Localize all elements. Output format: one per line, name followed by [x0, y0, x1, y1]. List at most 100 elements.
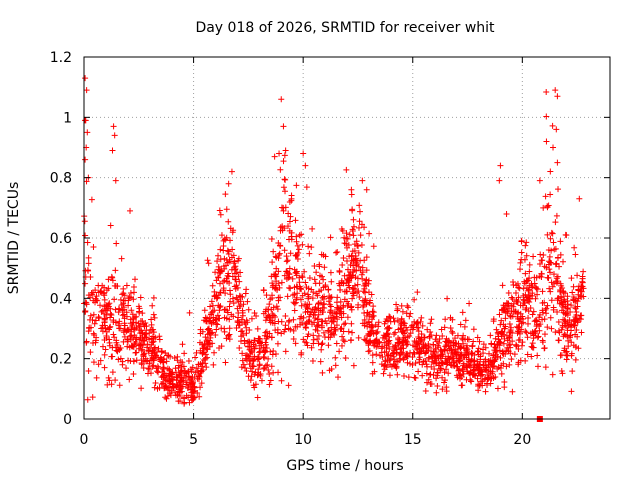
- data-point: [318, 341, 325, 348]
- data-point: [569, 368, 576, 375]
- data-point: [534, 363, 541, 370]
- data-point: [353, 267, 360, 274]
- data-point: [433, 338, 440, 345]
- data-point: [158, 348, 165, 355]
- data-point: [433, 375, 440, 382]
- data-point: [464, 346, 471, 353]
- data-point: [527, 304, 534, 311]
- data-point: [101, 322, 108, 329]
- data-point: [84, 239, 91, 246]
- data-point: [374, 340, 381, 347]
- data-point: [109, 369, 116, 376]
- data-point: [398, 302, 405, 309]
- data-point: [211, 307, 218, 314]
- data-point: [498, 307, 505, 314]
- data-point: [549, 283, 556, 290]
- data-point: [350, 232, 357, 239]
- x-tick-label: 0: [80, 432, 89, 448]
- data-point: [305, 331, 312, 338]
- data-point: [246, 361, 253, 368]
- data-point: [154, 385, 161, 392]
- data-point: [217, 211, 224, 218]
- data-point: [96, 315, 103, 322]
- data-point: [575, 283, 582, 290]
- data-point: [365, 289, 372, 296]
- data-point: [368, 316, 375, 323]
- data-point: [181, 350, 188, 357]
- data-point: [291, 266, 298, 273]
- data-point: [327, 334, 334, 341]
- data-point: [262, 339, 269, 346]
- data-point: [564, 327, 571, 334]
- data-point: [340, 328, 347, 335]
- data-point: [508, 356, 515, 363]
- data-point: [397, 321, 404, 328]
- data-point: [229, 295, 236, 302]
- data-point: [314, 336, 321, 343]
- data-point: [156, 356, 163, 363]
- data-point: [402, 337, 409, 344]
- data-point: [380, 332, 387, 339]
- data-point: [355, 224, 362, 231]
- data-point: [120, 290, 127, 297]
- data-point: [568, 339, 575, 346]
- data-point: [427, 371, 434, 378]
- data-point: [272, 314, 279, 321]
- data-point: [518, 238, 525, 245]
- data-point: [245, 306, 252, 313]
- data-point: [494, 341, 501, 348]
- data-point: [295, 250, 302, 257]
- grid-lines: [84, 57, 610, 419]
- data-point: [392, 363, 399, 370]
- data-point: [453, 359, 460, 366]
- data-point: [508, 324, 515, 331]
- data-point: [256, 335, 263, 342]
- data-point: [425, 343, 432, 350]
- data-point: [546, 253, 553, 260]
- data-point: [548, 279, 555, 286]
- data-point: [518, 256, 525, 263]
- data-point: [283, 268, 290, 275]
- data-point: [524, 334, 531, 341]
- data-point: [386, 325, 393, 332]
- data-point: [281, 272, 288, 279]
- data-point: [549, 230, 556, 237]
- data-point: [345, 242, 352, 249]
- data-point: [286, 265, 293, 272]
- data-point: [214, 258, 221, 265]
- data-point: [260, 365, 267, 372]
- data-point: [293, 270, 300, 277]
- data-point: [138, 357, 145, 364]
- data-point: [466, 300, 473, 307]
- data-point: [271, 320, 278, 327]
- data-point: [208, 298, 215, 305]
- data-point: [156, 333, 163, 340]
- data-point: [389, 350, 396, 357]
- data-point: [544, 231, 551, 238]
- data-point: [131, 314, 138, 321]
- data-point: [558, 367, 565, 374]
- data-point: [325, 286, 332, 293]
- data-point: [257, 348, 264, 355]
- data-point: [111, 334, 118, 341]
- data-point: [227, 291, 234, 298]
- data-point: [467, 358, 474, 365]
- data-point: [458, 382, 465, 389]
- data-point: [233, 325, 240, 332]
- data-point: [243, 324, 250, 331]
- data-point: [355, 249, 362, 256]
- data-point: [254, 354, 261, 361]
- data-point: [338, 325, 345, 332]
- data-point: [240, 332, 247, 338]
- data-point: [113, 337, 120, 344]
- data-point: [572, 297, 579, 304]
- data-point: [97, 302, 104, 309]
- data-point: [301, 268, 308, 275]
- data-point: [282, 348, 289, 355]
- data-point: [326, 367, 333, 374]
- data-point: [258, 377, 265, 384]
- data-point: [95, 314, 102, 321]
- data-point: [256, 349, 263, 356]
- data-point: [574, 333, 581, 340]
- data-point: [553, 260, 560, 267]
